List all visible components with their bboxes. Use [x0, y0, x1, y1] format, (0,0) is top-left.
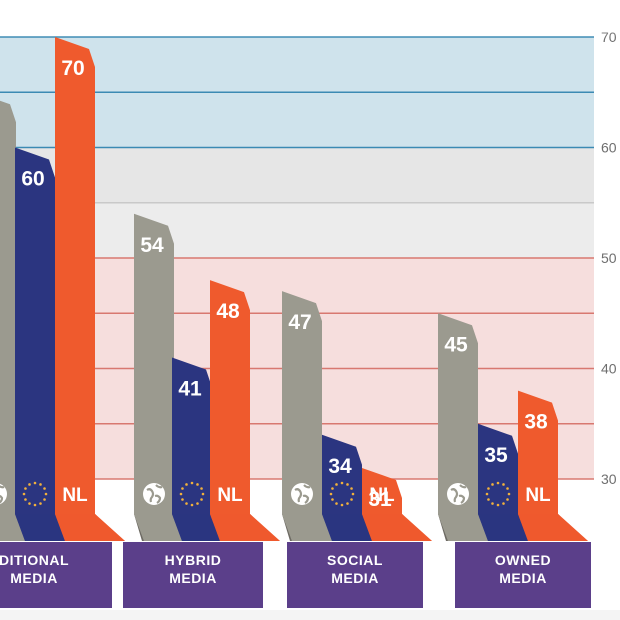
- bar-value-label: 31: [368, 488, 392, 511]
- y-axis-ticks: 3040506070: [601, 29, 617, 487]
- category-box: OWNED MEDIA: [455, 542, 591, 608]
- top-fade: [0, 0, 620, 38]
- category-label: MEDIA: [331, 570, 379, 586]
- globe-icon: [143, 483, 165, 505]
- bar-value-label: 35: [484, 444, 508, 467]
- bar-value-label: 54: [140, 234, 164, 257]
- category-box: SOCIAL MEDIA: [287, 542, 423, 608]
- bar: [282, 291, 352, 541]
- bars: 56070NL544148NL473431NL453538NL: [0, 37, 588, 542]
- bar-value-label: 34: [328, 455, 352, 478]
- nl-icon: NL: [217, 485, 243, 506]
- category-box: DITIONAL MEDIA: [0, 542, 112, 608]
- eu-stars-icon: [22, 481, 48, 507]
- bar: [172, 357, 242, 541]
- eu-stars-icon: [179, 481, 205, 507]
- bar-base-shade: [518, 514, 588, 541]
- y-tick-label: 50: [601, 250, 617, 266]
- bar-group-0: 56070NL: [0, 37, 125, 541]
- bar-value-label: 47: [288, 311, 311, 334]
- bar-value-label: 38: [524, 411, 548, 434]
- eu-stars-icon: [485, 481, 511, 507]
- nl-icon: NL: [525, 485, 551, 506]
- bar-value-label: 41: [178, 377, 202, 400]
- bar: [518, 390, 588, 541]
- category-label: SOCIAL: [327, 552, 383, 568]
- bar: [15, 147, 85, 541]
- bar-base-shade: [55, 514, 125, 541]
- bar-base-shade: [362, 514, 432, 541]
- y-tick-label: 40: [601, 361, 617, 377]
- nl-icon: NL: [369, 485, 395, 506]
- bar: [210, 280, 280, 541]
- bar-group-3: 45 35 38 NL: [438, 313, 588, 541]
- eu-stars-icon: [329, 481, 355, 507]
- category-label: MEDIA: [10, 570, 58, 586]
- band-1: [0, 147, 594, 203]
- bar-base-shade: [210, 514, 280, 541]
- category-box: HYBRID MEDIA: [123, 542, 263, 608]
- y-tick-label: 60: [601, 140, 617, 156]
- bar: [478, 423, 548, 541]
- bar: [55, 37, 125, 541]
- category-labels: DITIONALMEDIAHYBRIDMEDIASOCIALMEDIAOWNED…: [0, 542, 591, 608]
- globe-icon: [0, 483, 7, 505]
- bar-value-label: 45: [444, 333, 468, 356]
- bar: [134, 213, 204, 542]
- globe-icon: [447, 483, 469, 505]
- globe-icon: [291, 483, 313, 505]
- nl-icon: NL: [62, 485, 88, 506]
- category-label: HYBRID: [165, 552, 222, 568]
- bar: [0, 100, 46, 541]
- category-label: MEDIA: [499, 570, 547, 586]
- bar-group-1: 54 41 48 NL: [134, 213, 280, 542]
- category-label: OWNED: [495, 552, 551, 568]
- category-label: DITIONAL: [0, 552, 69, 568]
- bar-value-label: 70: [61, 57, 84, 80]
- y-tick-label: 30: [601, 471, 617, 487]
- bar-value-label: 48: [216, 300, 240, 323]
- bar-value-label: 60: [21, 168, 44, 191]
- band-2: [0, 202, 594, 258]
- category-label: MEDIA: [169, 570, 217, 586]
